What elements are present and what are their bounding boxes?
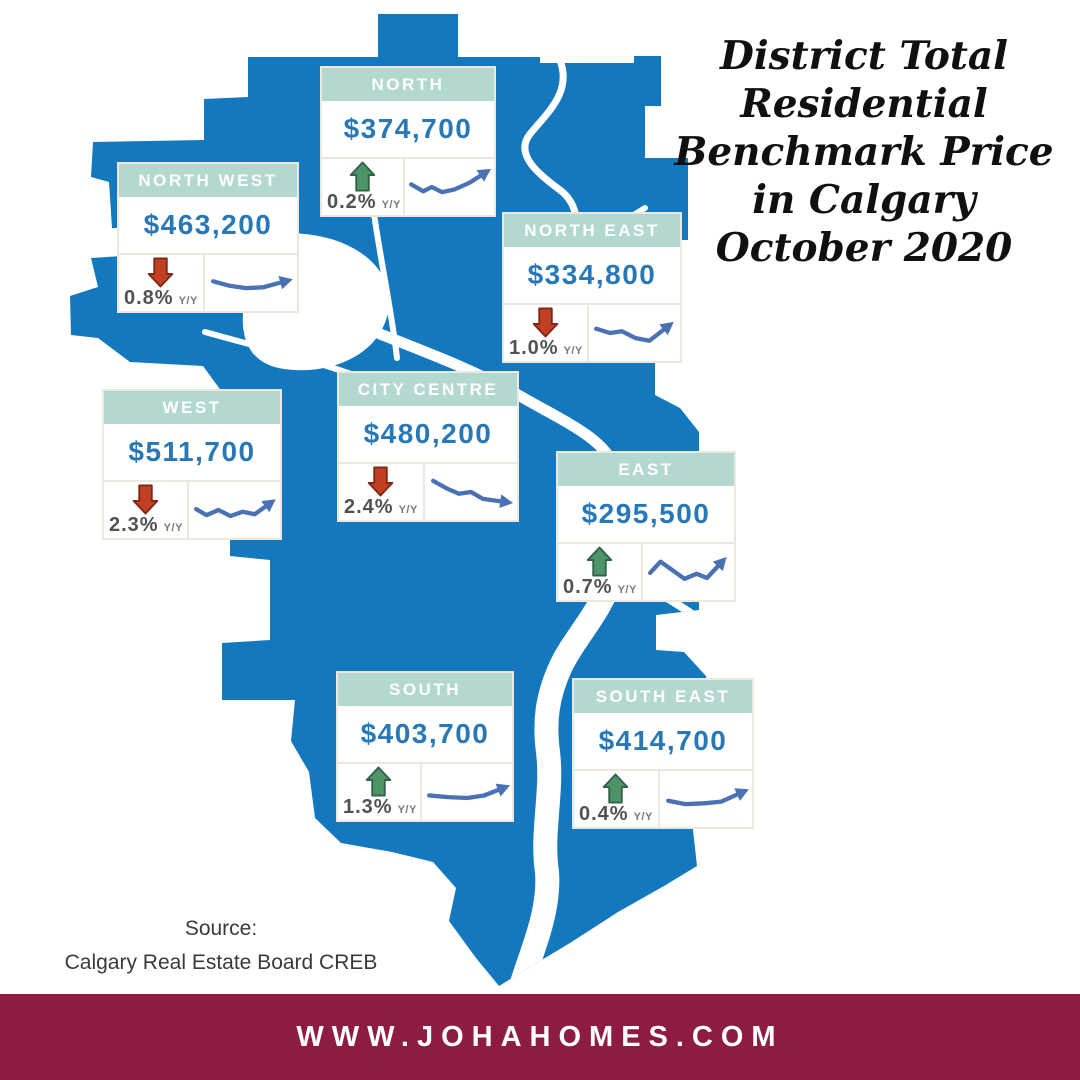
sparkline-icon — [409, 168, 492, 195]
change-cell: 2.3% Y/Y — [104, 482, 189, 538]
benchmark-price: $295,500 — [558, 486, 734, 544]
district-card-west: WEST $511,700 2.3% Y/Y — [102, 389, 282, 540]
change-cell: 1.3% Y/Y — [338, 764, 422, 820]
sparkline-icon — [648, 556, 727, 582]
change-period: Y/Y — [633, 811, 653, 823]
website-url: WWW.JOHAHOMES.COM — [296, 1020, 784, 1053]
district-card-east: EAST $295,500 0.7% Y/Y — [556, 451, 736, 602]
change-percent: 0.8% — [124, 287, 174, 309]
title-line: in Calgary — [752, 177, 976, 223]
change-percent: 0.7% — [563, 576, 613, 598]
district-name: CITY CENTRE — [339, 373, 517, 406]
sparkline-icon — [665, 788, 749, 807]
change-percent: 0.4% — [579, 803, 629, 825]
trend-up-arrow-icon — [603, 773, 629, 804]
sparkline-icon — [426, 783, 510, 801]
district-card-north: NORTH $374,700 0.2% Y/Y — [320, 66, 496, 217]
district-card-north-east: NORTH EAST $334,800 1.0% Y/Y — [502, 212, 682, 363]
change-period: Y/Y — [381, 199, 401, 211]
change-period: Y/Y — [398, 504, 418, 516]
benchmark-price: $511,700 — [104, 424, 280, 482]
benchmark-price: $463,200 — [119, 197, 297, 255]
change-cell: 0.8% Y/Y — [119, 255, 205, 311]
benchmark-price: $414,700 — [574, 713, 752, 771]
source-name: Calgary Real Estate Board CREB — [64, 951, 378, 974]
change-percent: 0.2% — [327, 191, 377, 213]
sparkline-cell — [643, 544, 734, 600]
change-cell: 0.2% Y/Y — [322, 159, 405, 215]
sparkline-cell — [405, 159, 494, 215]
title-line: Benchmark Price — [674, 129, 1054, 175]
trend-down-arrow-icon — [148, 257, 174, 288]
change-period: Y/Y — [163, 522, 183, 534]
sparkline-icon — [210, 275, 293, 291]
trend-up-arrow-icon — [586, 546, 613, 577]
trend-down-arrow-icon — [532, 307, 559, 338]
district-name: EAST — [558, 453, 734, 486]
district-card-city-centre: CITY CENTRE $480,200 2.4% Y/Y — [337, 371, 519, 522]
sparkline-cell — [589, 305, 680, 361]
change-cell: 0.4% Y/Y — [574, 771, 660, 827]
source-label: Source: — [184, 917, 258, 940]
change-percent: 2.4% — [344, 496, 394, 518]
trend-down-arrow-icon — [368, 466, 394, 497]
sparkline-cell — [422, 764, 512, 820]
trend-up-arrow-icon — [349, 161, 376, 192]
district-name: NORTH WEST — [119, 164, 297, 197]
title-line: October 2020 — [715, 225, 1013, 271]
district-name: WEST — [104, 391, 280, 424]
sparkline-icon — [430, 478, 513, 509]
district-name: SOUTH EAST — [574, 680, 752, 713]
change-period: Y/Y — [178, 295, 198, 307]
sparkline-cell — [189, 482, 280, 538]
district-name: NORTH — [322, 68, 494, 101]
change-period: Y/Y — [397, 804, 417, 816]
district-card-south-east: SOUTH EAST $414,700 0.4% Y/Y — [572, 678, 754, 829]
change-cell: 0.7% Y/Y — [558, 544, 643, 600]
benchmark-price: $334,800 — [504, 247, 680, 305]
sparkline-icon — [594, 321, 675, 343]
sparkline-cell — [660, 771, 752, 827]
sparkline-cell — [205, 255, 297, 311]
change-cell: 2.4% Y/Y — [339, 464, 425, 520]
change-cell: 1.0% Y/Y — [504, 305, 589, 361]
change-period: Y/Y — [563, 345, 583, 357]
district-name: SOUTH — [338, 673, 512, 706]
benchmark-price: $374,700 — [322, 101, 494, 159]
change-period: Y/Y — [617, 584, 637, 596]
page-title: District Total Residential Benchmark Pri… — [652, 32, 1076, 272]
sparkline-icon — [194, 499, 277, 519]
sparkline-cell — [425, 464, 517, 520]
footer-bar: WWW.JOHAHOMES.COM — [0, 994, 1080, 1080]
district-name: NORTH EAST — [504, 214, 680, 247]
district-card-south: SOUTH $403,700 1.3% Y/Y — [336, 671, 514, 822]
title-line: District Total — [720, 33, 1008, 79]
change-percent: 2.3% — [109, 514, 159, 536]
benchmark-price: $403,700 — [338, 706, 512, 764]
district-card-north-west: NORTH WEST $463,200 0.8% Y/Y — [117, 162, 299, 313]
source-attribution: Source: Calgary Real Estate Board CREB — [45, 912, 397, 980]
trend-down-arrow-icon — [132, 484, 159, 515]
benchmark-price: $480,200 — [339, 406, 517, 464]
change-percent: 1.0% — [509, 337, 559, 359]
title-line: Residential — [740, 81, 988, 127]
change-percent: 1.3% — [343, 796, 393, 818]
trend-up-arrow-icon — [366, 766, 392, 797]
